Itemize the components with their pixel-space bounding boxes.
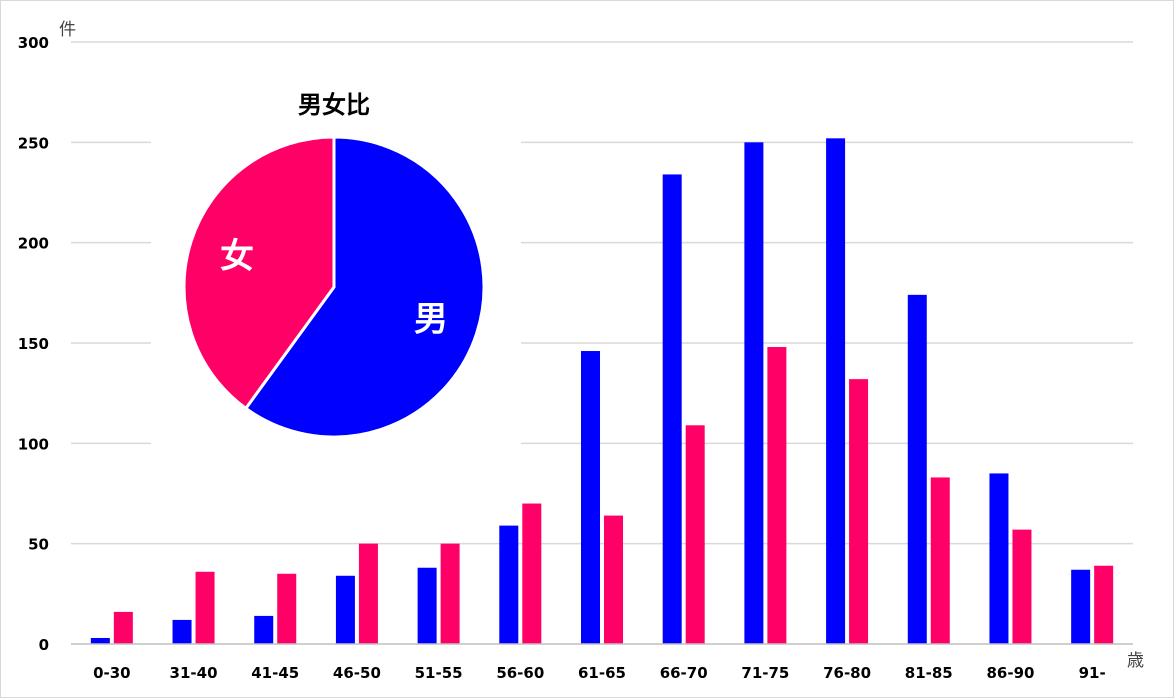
bar-female-56-60 (522, 503, 542, 644)
pie-title: 男女比 (298, 91, 370, 119)
bar-series (90, 138, 1114, 645)
bar-male-91- (1071, 569, 1091, 644)
bar-male-56-60 (499, 525, 519, 644)
bar-male-66-70 (662, 174, 682, 644)
bar-female-31-40 (195, 571, 215, 644)
x-tick-label: 71-75 (741, 664, 789, 682)
x-axis-ticks: 0-30 31-40 41-45 46-50 51-55 56-60 61-65 66-70 7… (93, 664, 1106, 682)
bar-male-0-30 (90, 637, 110, 644)
bar-female-76-80 (849, 379, 869, 644)
bar-female-51-55 (440, 543, 460, 644)
pie-label-male: 男 (414, 300, 448, 340)
y-tick-label: 150 (18, 335, 49, 353)
y-tick-label: 250 (18, 134, 49, 152)
bar-female-46-50 (358, 543, 378, 644)
x-tick-label: 61-65 (578, 664, 626, 682)
y-tick-label: 0 (39, 636, 49, 654)
y-tick-label: 100 (18, 435, 49, 453)
bar-male-61-65 (581, 351, 600, 644)
bar-male-31-40 (172, 619, 192, 644)
bar-male-81-85 (907, 294, 927, 644)
x-tick-label: 66-70 (660, 664, 708, 682)
y-tick-label: 200 (18, 235, 49, 253)
x-tick-label: 81-85 (905, 664, 953, 682)
x-tick-label: 51-55 (415, 664, 463, 682)
bar-female-0-30 (113, 611, 133, 644)
y-tick-label: 50 (28, 536, 49, 554)
bar-male-41-45 (254, 615, 274, 644)
bar-female-61-65 (604, 515, 623, 644)
bar-female-66-70 (685, 425, 705, 644)
bar-male-76-80 (826, 138, 846, 644)
bar-male-46-50 (335, 575, 355, 644)
x-tick-label: 41-45 (251, 664, 299, 682)
bar-female-41-45 (277, 573, 297, 644)
x-tick-label: 86-90 (986, 664, 1034, 682)
x-axis-unit: 歳 (1127, 651, 1144, 671)
bar-female-91- (1094, 565, 1114, 644)
pie-label-female: 女 (220, 236, 254, 276)
bar-male-51-55 (417, 567, 437, 644)
y-axis-ticks: 0 50 100 150 200 250 300 (18, 34, 49, 654)
x-tick-label: 56-60 (496, 664, 544, 682)
x-tick-label: 76-80 (823, 664, 871, 682)
bar-female-86-90 (1012, 529, 1032, 644)
bar-female-71-75 (767, 347, 787, 644)
bar-male-71-75 (744, 142, 764, 645)
y-tick-label: 300 (18, 34, 49, 52)
x-tick-label: 31-40 (170, 664, 218, 682)
x-tick-label: 46-50 (333, 664, 381, 682)
pie-slice-female (182, 135, 336, 411)
bar-male-86-90 (989, 473, 1009, 644)
bar-female-81-85 (930, 477, 950, 644)
x-tick-label: 91- (1079, 664, 1106, 682)
x-tick-label: 0-30 (93, 664, 131, 682)
pie-chart: 男女 (182, 135, 486, 439)
y-axis-unit: 件 (59, 20, 76, 40)
pie-slice-male (243, 135, 486, 439)
